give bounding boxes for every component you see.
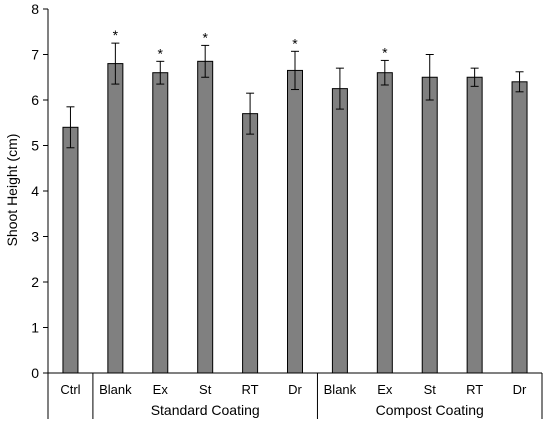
group-label: Compost Coating [376, 402, 484, 418]
y-axis-title-group: Shoot Height (cm) [4, 134, 20, 247]
y-tick-label: 3 [31, 229, 39, 245]
y-tick-label: 2 [31, 274, 39, 290]
bar [197, 60, 214, 374]
x-tick-label: Ctrl [60, 382, 80, 397]
y-tick-label: 5 [31, 138, 39, 154]
x-tick-label: Ex [377, 382, 393, 397]
y-tick-label: 4 [31, 183, 39, 199]
y-axis-title: Shoot Height (cm) [4, 134, 20, 247]
bar [511, 81, 528, 374]
bar [242, 113, 259, 374]
bar [62, 126, 79, 374]
bar [331, 88, 348, 374]
significance-marker: * [292, 35, 298, 51]
bar [152, 72, 169, 374]
plot-area: 0 1 2 3 4 5 6 7 8 Ctrl * Blank * Ex * St RT * Dr Blank * Ex St… [31, 1, 543, 419]
y-tick-label: 1 [31, 320, 39, 336]
y-tick-label: 8 [31, 1, 39, 17]
x-tick-label: Dr [513, 382, 527, 397]
bar [107, 63, 124, 374]
significance-marker: * [382, 44, 388, 60]
significance-marker: * [113, 27, 119, 43]
x-tick-label: St [424, 382, 437, 397]
y-tick-label: 7 [31, 47, 39, 63]
bar [466, 76, 483, 374]
x-tick-label: St [199, 382, 212, 397]
x-tick-label: RT [242, 382, 259, 397]
bar [376, 72, 393, 374]
x-tick-label: Dr [288, 382, 302, 397]
significance-marker: * [202, 29, 208, 45]
bar [421, 76, 438, 374]
x-tick-label: Ex [153, 382, 169, 397]
group-label: Standard Coating [151, 402, 260, 418]
x-tick-label: RT [466, 382, 483, 397]
y-tick-label: 6 [31, 92, 39, 108]
x-tick-label: Blank [99, 382, 132, 397]
y-tick-label: 0 [31, 365, 39, 381]
significance-marker: * [158, 45, 164, 61]
x-tick-label: Blank [324, 382, 357, 397]
bar [287, 69, 303, 374]
